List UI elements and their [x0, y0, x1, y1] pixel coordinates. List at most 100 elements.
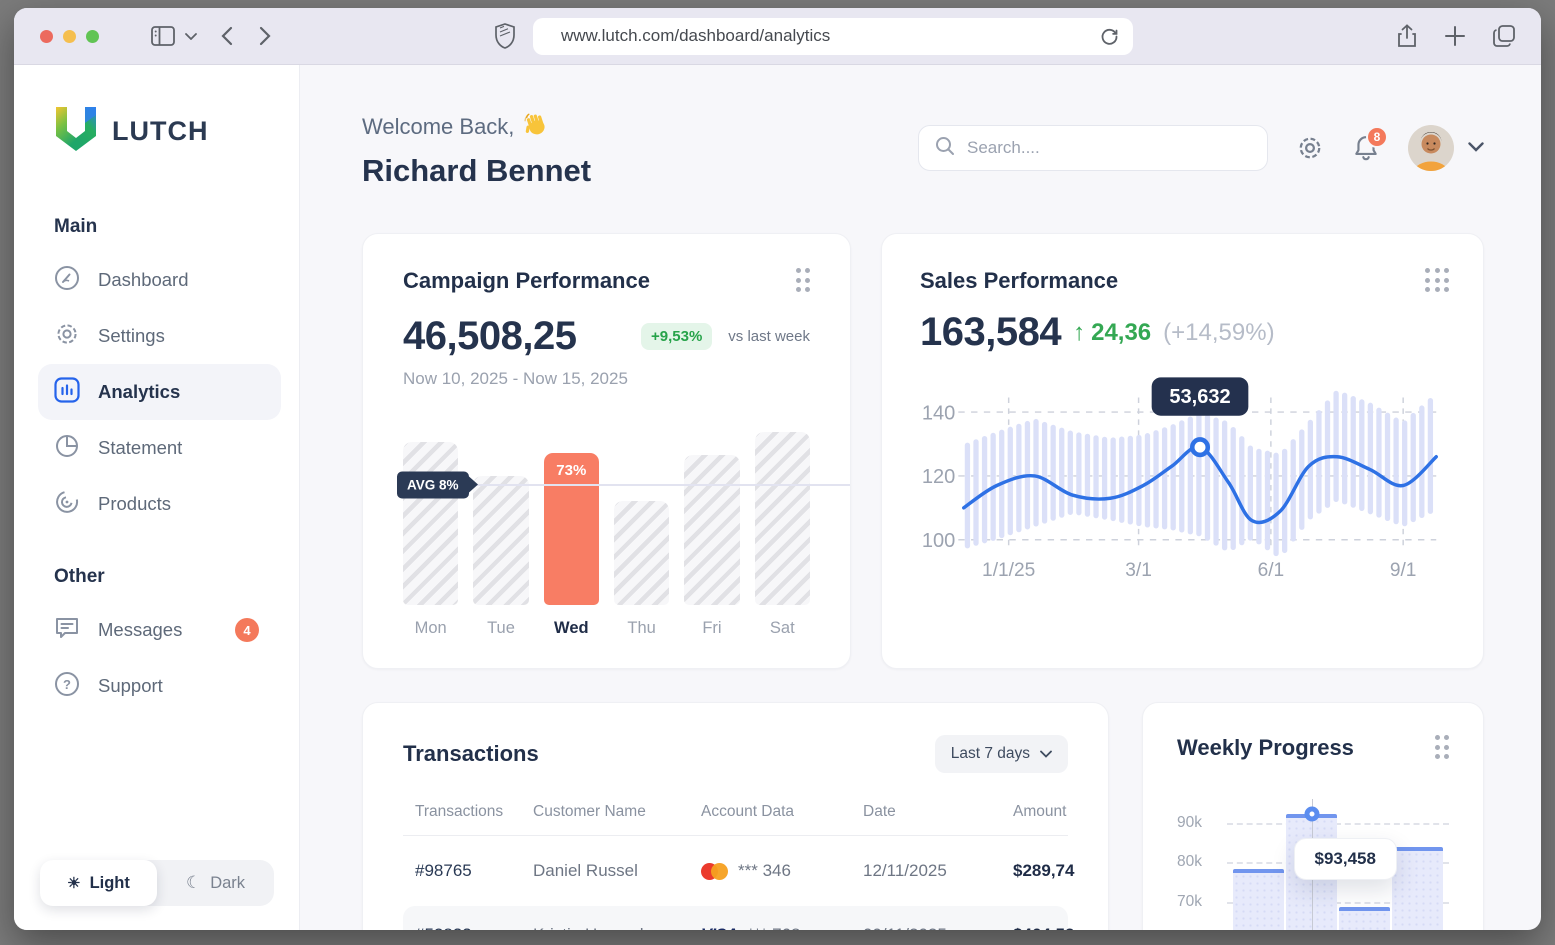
marker-dot: [1304, 806, 1319, 822]
weekly-bar[interactable]: [1233, 868, 1284, 930]
customer-name: Daniel Russel: [533, 861, 638, 880]
transaction-date: 09/11/2025: [863, 925, 1013, 930]
avatar: [1408, 125, 1454, 171]
transaction-id: #98765: [415, 861, 472, 880]
sidebar-item-label: Messages: [98, 619, 183, 640]
campaign-bar-thu[interactable]: [613, 500, 670, 605]
user-menu[interactable]: [1408, 125, 1484, 171]
table-header: Transactions Customer Name Account Data …: [415, 803, 1067, 820]
speedometer-icon: [54, 265, 80, 296]
new-tab-icon[interactable]: [1445, 26, 1465, 46]
y-axis-label: 80k: [1177, 853, 1202, 871]
svg-text:3/1: 3/1: [1125, 560, 1152, 581]
weekly-bar-chart[interactable]: 90k80k70k60k$93,458: [1177, 789, 1449, 930]
chevron-down-icon: [1468, 139, 1484, 157]
browser-window: www.lutch.com/dashboard/analytics: [14, 8, 1541, 930]
close-window-button[interactable]: [40, 29, 53, 43]
sidebar-item-statement[interactable]: Statement: [38, 420, 281, 476]
messages-count-badge: 4: [235, 618, 259, 642]
target-icon: [54, 489, 80, 520]
settings-gear-icon[interactable]: [1296, 134, 1324, 162]
back-button[interactable]: [221, 26, 233, 46]
date-range-filter[interactable]: Last 7 days: [934, 735, 1068, 773]
sidebar-item-analytics[interactable]: Analytics: [38, 364, 281, 420]
sidebar-item-label: Products: [98, 493, 172, 514]
chevron-down-icon[interactable]: [185, 32, 197, 40]
transaction-amount: $464,52: [1013, 925, 1074, 930]
transactions-card: Transactions Last 7 days Transactions Cu…: [362, 702, 1109, 930]
campaign-x-axis: Mon Tue Wed Thu Fri Sat: [403, 619, 810, 638]
sidebar-item-products[interactable]: Products: [38, 476, 281, 532]
pie-chart-icon: [54, 433, 80, 464]
weekly-bar[interactable]: [1392, 846, 1443, 930]
campaign-performance-card: Campaign Performance 46,508,25 +9,53% vs…: [362, 233, 851, 669]
search-box: [918, 125, 1268, 171]
sun-icon: ☀: [67, 875, 81, 892]
campaign-x-label: Tue: [487, 619, 515, 637]
gridline: [1227, 901, 1449, 904]
privacy-shield-icon[interactable]: [495, 23, 515, 49]
campaign-bar-fri[interactable]: [684, 454, 740, 605]
search-input[interactable]: [967, 138, 1251, 158]
share-icon[interactable]: [1397, 24, 1417, 48]
sidebar-item-label: Support: [98, 675, 163, 696]
reload-icon[interactable]: [1100, 27, 1119, 46]
notifications-bell-icon[interactable]: 8: [1352, 126, 1388, 162]
sidebar: LUTCH Main Dashboard Settings: [14, 65, 300, 930]
waving-hand-emoji: [524, 111, 550, 143]
search-icon: [935, 136, 955, 161]
sidebar-item-dashboard[interactable]: Dashboard: [38, 252, 281, 308]
drag-handle-icon[interactable]: [1434, 735, 1449, 759]
visa-icon: VISA: [701, 926, 738, 931]
mastercard-icon: [701, 862, 728, 880]
theme-toggle: ☀ Light ☾ Dark: [40, 860, 274, 906]
forward-button[interactable]: [259, 26, 271, 46]
sidebar-item-support[interactable]: ? Support: [38, 658, 281, 714]
drag-handle-icon[interactable]: [795, 268, 810, 292]
minimize-window-button[interactable]: [63, 29, 76, 43]
campaign-bar-wed[interactable]: 73%: [543, 452, 599, 605]
transaction-date: 12/11/2025: [863, 861, 947, 880]
sidebar-item-label: Settings: [98, 325, 165, 346]
campaign-x-label: Sat: [769, 619, 795, 637]
gridline: [1227, 823, 1449, 825]
svg-text:140: 140: [922, 402, 955, 424]
table-row[interactable]: #98765 Daniel Russel *** 346 12/11/2025 …: [403, 842, 1074, 900]
sales-line-chart[interactable]: 140 120 100 1/1/25 3/1 6/1 9/1 53,632: [920, 361, 1449, 646]
logo[interactable]: LUTCH: [54, 105, 281, 158]
zoom-window-button[interactable]: [86, 29, 99, 43]
svg-text:120: 120: [922, 466, 955, 488]
address-bar[interactable]: www.lutch.com/dashboard/analytics: [533, 17, 1133, 55]
section-label-other: Other: [54, 566, 105, 587]
card-title: Sales Performance: [920, 268, 1119, 293]
campaign-bar-tue[interactable]: [473, 475, 529, 605]
drag-handle-icon[interactable]: [1425, 268, 1449, 292]
campaign-bar-chart: 73% AVG 8%: [397, 417, 850, 605]
table-row[interactable]: #52833 Kristin Howard VISA *** 768 09/11…: [403, 906, 1074, 931]
svg-text:?: ?: [63, 677, 71, 692]
campaign-delta-badge: +9,53%: [641, 323, 713, 350]
sales-delta: ↑ 24,36: [1073, 318, 1152, 346]
chat-icon: [54, 615, 80, 646]
weekly-bar[interactable]: [1339, 907, 1390, 930]
lutch-logo-icon: [54, 105, 98, 158]
sidebar-item-messages[interactable]: Messages 4: [38, 602, 281, 658]
campaign-bar-sat[interactable]: [754, 431, 810, 605]
logo-text: LUTCH: [112, 116, 209, 146]
light-theme-button[interactable]: ☀ Light: [40, 860, 157, 906]
dashboard-content: Welcome Back,: [300, 65, 1541, 930]
tab-overview-icon[interactable]: [1493, 25, 1515, 47]
sidebar-toggle-icon[interactable]: [151, 26, 175, 46]
weekly-tooltip: $93,458: [1293, 837, 1397, 880]
sidebar-item-settings[interactable]: Settings: [38, 308, 281, 364]
dark-theme-button[interactable]: ☾ Dark: [157, 860, 274, 906]
card-title: Weekly Progress: [1177, 735, 1354, 760]
campaign-bar-mon[interactable]: [403, 442, 459, 605]
chevron-down-icon: [1040, 750, 1052, 758]
moon-icon: ☾: [185, 873, 202, 892]
transaction-id: #52833: [415, 925, 533, 930]
svg-text:53,632: 53,632: [1169, 386, 1230, 408]
transaction-amount: $289,74: [1013, 861, 1075, 880]
question-icon: ?: [54, 671, 80, 702]
account-data: *** 346: [701, 861, 863, 881]
